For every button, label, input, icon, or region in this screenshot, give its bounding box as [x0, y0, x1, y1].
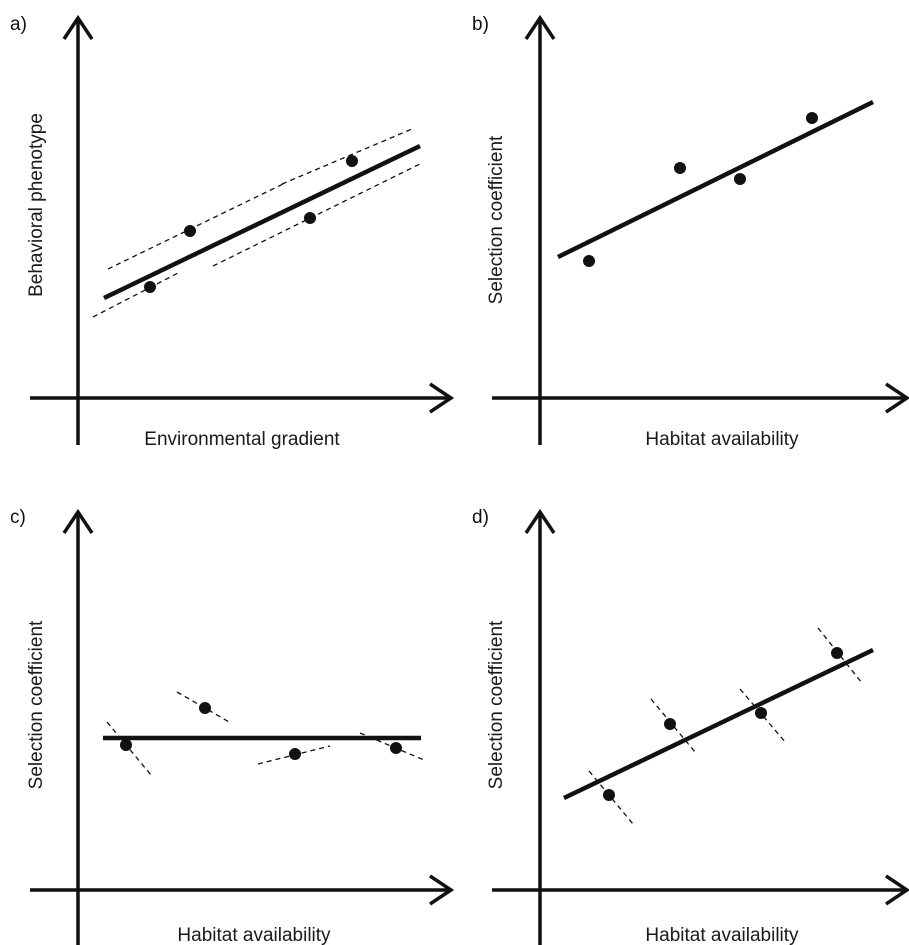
- dashed-line: [650, 698, 696, 753]
- x-axis-arrowhead: [429, 874, 455, 906]
- data-point: [831, 647, 843, 659]
- dashed-line: [739, 688, 787, 744]
- data-point: [199, 702, 211, 714]
- y-axis-label: Selection coefficient: [26, 620, 47, 789]
- fit-line: [563, 647, 874, 801]
- x-axis-label: Habitat availability: [177, 925, 331, 945]
- data-point: [603, 789, 615, 801]
- panel-label: a): [10, 14, 27, 35]
- panel-a: a) Environmental gradient Behavioral phe…: [10, 14, 455, 450]
- panel-label: c): [10, 507, 26, 528]
- x-axis-label: Habitat availability: [645, 429, 799, 450]
- data-point: [734, 173, 746, 185]
- data-point: [755, 707, 767, 719]
- x-axis-label: Habitat availability: [645, 925, 799, 945]
- y-axis-label: Behavioral phenotype: [26, 113, 47, 297]
- panel-d: d) Habitat availability Selection coeffi…: [472, 507, 909, 945]
- y-axis-label: Selection coefficient: [486, 135, 507, 304]
- dashed-line: [107, 183, 284, 270]
- dashed-line: [817, 627, 863, 684]
- x-axis-arrowhead: [885, 874, 909, 906]
- x-axis-arrowhead: [429, 382, 455, 414]
- data-point: [674, 162, 686, 174]
- fit-line: [103, 143, 421, 301]
- y-axis-arrowhead: [524, 14, 556, 40]
- dashed-line: [106, 721, 152, 776]
- data-point: [144, 281, 156, 293]
- y-axis-arrowhead: [62, 508, 94, 534]
- y-axis-label: Selection coefficient: [486, 620, 507, 789]
- x-axis-label: Environmental gradient: [144, 429, 340, 450]
- data-point: [583, 255, 595, 267]
- x-axis-arrowhead: [885, 382, 909, 414]
- data-point: [120, 739, 132, 751]
- dashed-line: [281, 128, 413, 185]
- panel-b: b) Habitat availability Selection coeffi…: [472, 14, 909, 450]
- data-point: [346, 155, 358, 167]
- data-point: [806, 112, 818, 124]
- data-point: [664, 718, 676, 730]
- panel-label: b): [472, 14, 489, 35]
- y-axis-arrowhead: [62, 14, 94, 40]
- dashed-line: [212, 162, 423, 267]
- data-point: [390, 742, 402, 754]
- y-axis-arrowhead: [524, 508, 556, 534]
- data-point: [304, 212, 316, 224]
- fit-line: [557, 99, 874, 260]
- data-point: [289, 748, 301, 760]
- dashed-line: [92, 271, 181, 318]
- panel-c: c) Habitat availability Selection coeffi…: [10, 507, 455, 945]
- dashed-line: [588, 770, 634, 825]
- data-point: [184, 225, 196, 237]
- panel-label: d): [472, 507, 489, 528]
